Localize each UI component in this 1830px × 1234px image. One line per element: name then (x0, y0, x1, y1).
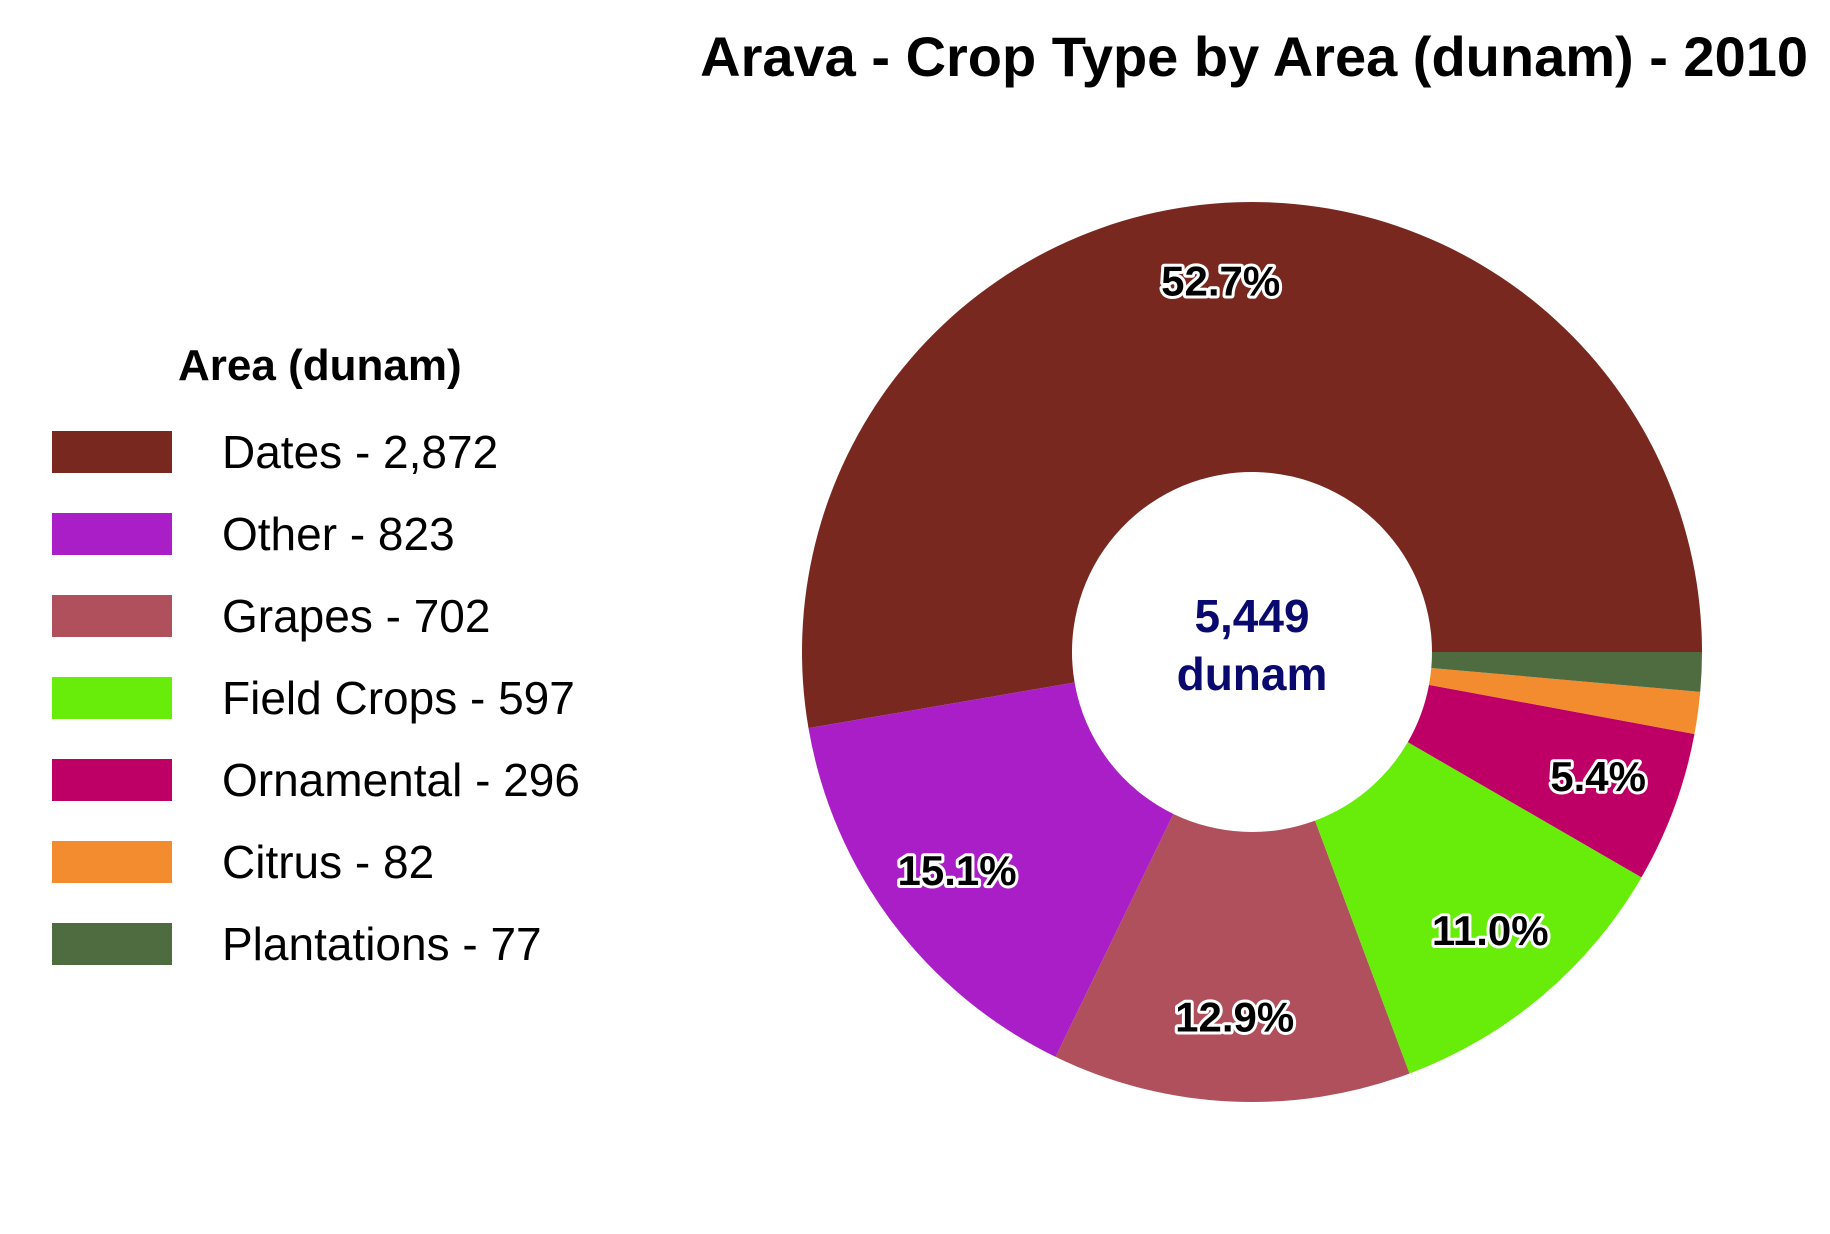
slice-plantations (1431, 652, 1702, 692)
legend-label-other: Other - 823 (222, 508, 455, 560)
legend-item-plantations: Plantations - 77 (52, 903, 692, 985)
legend-label-ornamental: Ornamental - 296 (222, 754, 580, 806)
slice-label-grapes: 12.9% (1175, 994, 1294, 1041)
center-total-value: 5,449 (1194, 590, 1309, 642)
legend-swatch-other (52, 513, 172, 555)
legend-label-field-crops: Field Crops - 597 (222, 672, 575, 724)
legend-item-grapes: Grapes - 702 (52, 575, 692, 657)
legend-swatch-field-crops (52, 677, 172, 719)
slice-label-field-crops: 11.0% (1432, 907, 1549, 954)
legend-swatch-ornamental (52, 759, 172, 801)
legend-label-dates: Dates - 2,872 (222, 426, 499, 478)
legend-item-other: Other - 823 (52, 493, 692, 575)
legend-item-citrus: Citrus - 82 (52, 821, 692, 903)
legend-label-citrus: Citrus - 82 (222, 836, 435, 888)
center-total-unit: dunam (1177, 648, 1328, 700)
legend-item-field-crops: Field Crops - 597 (52, 657, 692, 739)
slice-label-ornamental: 5.4% (1550, 753, 1646, 800)
legend-label-grapes: Grapes - 702 (222, 590, 491, 642)
legend: Area (dunam) Dates - 2,872 Other - 823 G… (52, 335, 692, 985)
legend-swatch-plantations (52, 923, 172, 965)
legend-item-ornamental: Ornamental - 296 (52, 739, 692, 821)
slice-field-crops (1315, 742, 1642, 1074)
legend-title: Area (dunam) (178, 341, 462, 390)
legend-swatch-citrus (52, 841, 172, 883)
legend-list: Dates - 2,872 Other - 823 Grapes - 702 F… (52, 411, 692, 985)
legend-swatch-dates (52, 431, 172, 473)
legend-label-plantations: Plantations - 77 (222, 918, 542, 970)
slice-grapes (1055, 813, 1410, 1102)
slice-label-other: 15.1% (897, 847, 1016, 894)
slice-other (808, 682, 1174, 1057)
slice-citrus (1428, 667, 1701, 735)
legend-swatch-grapes (52, 595, 172, 637)
slice-ornamental (1407, 684, 1695, 878)
chart-title: Arava - Crop Type by Area (dunam) - 2010 (700, 25, 1808, 88)
slice-label-dates: 52.7% (1161, 257, 1280, 304)
slice-dates (801, 202, 1702, 729)
legend-item-dates: Dates - 2,872 (52, 411, 692, 493)
